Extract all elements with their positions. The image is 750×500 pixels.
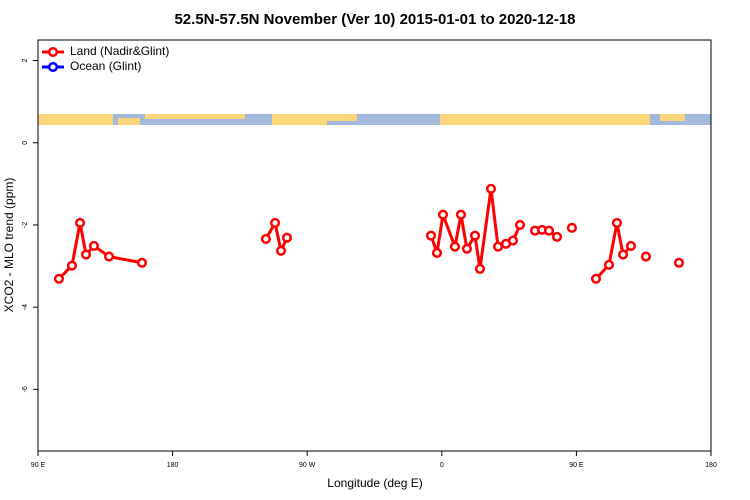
data-point xyxy=(53,273,64,284)
x-tick-label: 0 xyxy=(440,462,444,469)
legend-label: Land (Nadir&Glint) xyxy=(70,44,169,58)
data-point xyxy=(136,257,147,268)
x-tick-label: 90 W xyxy=(299,462,316,469)
data-point xyxy=(80,249,92,260)
x-tick-label: 180 xyxy=(167,462,179,469)
data-point xyxy=(492,241,504,252)
plot-frame xyxy=(37,39,712,452)
data-point xyxy=(514,219,526,230)
data-point xyxy=(425,230,437,241)
data-point xyxy=(103,251,115,262)
data-point xyxy=(74,217,86,228)
series-line xyxy=(264,218,289,256)
x-tick-label: 90 E xyxy=(569,462,584,469)
data-point xyxy=(437,209,449,220)
data-point xyxy=(543,225,555,236)
data-point xyxy=(673,257,685,268)
data-point xyxy=(603,259,615,270)
chart-title: 52.5N-57.5N November (Ver 10) 2015-01-01… xyxy=(174,11,575,28)
data-point xyxy=(474,263,485,274)
x-tick-label: 180 xyxy=(705,462,717,469)
legend-label: Ocean (Glint) xyxy=(70,59,141,73)
data-point xyxy=(269,217,281,228)
x-axis-label: Longitude (deg E) xyxy=(327,476,422,490)
data-point xyxy=(455,209,466,220)
y-axis-label: XCO2 - MLO trend (ppm) xyxy=(2,178,16,313)
data-point xyxy=(507,235,519,246)
y-tick-label: 0 xyxy=(22,141,29,145)
data-point xyxy=(590,273,602,284)
data-point xyxy=(618,249,629,260)
x-tick-label: 90 E xyxy=(31,462,46,469)
data-point xyxy=(281,232,293,243)
y-tick-label: -4 xyxy=(22,304,29,310)
data-point xyxy=(640,251,651,262)
land-ocean-strip xyxy=(38,114,711,125)
data-point xyxy=(260,233,271,244)
data-point xyxy=(469,230,481,241)
y-tick-label: -2 xyxy=(22,222,29,228)
data-point xyxy=(566,222,577,233)
data-point xyxy=(275,245,287,256)
legend-marker xyxy=(47,46,59,58)
legend-marker xyxy=(47,61,59,73)
series-line xyxy=(429,188,522,270)
data-point xyxy=(449,241,461,252)
y-tick-label: -6 xyxy=(22,386,29,392)
data-point xyxy=(485,183,497,194)
data-point xyxy=(625,240,637,251)
data-point xyxy=(66,260,77,271)
data-point xyxy=(551,231,563,242)
data-point xyxy=(611,217,622,228)
data-point xyxy=(461,243,472,254)
data-point xyxy=(431,247,443,258)
y-tick-label: 2 xyxy=(22,59,29,63)
data-point xyxy=(88,240,99,251)
